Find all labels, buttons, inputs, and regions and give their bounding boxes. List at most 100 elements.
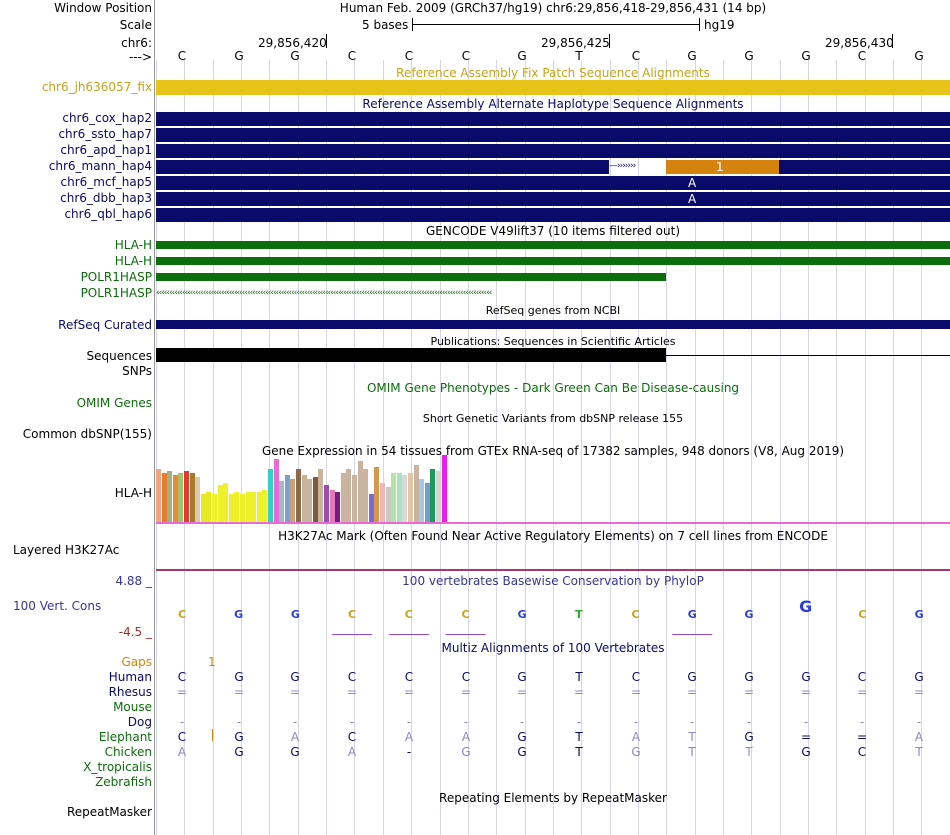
gtex-bar[interactable]: [307, 479, 312, 522]
gtex-bar[interactable]: [425, 483, 430, 522]
gtex-bar[interactable]: [397, 473, 402, 522]
alt-haplotype-label[interactable]: chr6_mann_hap4: [48, 159, 152, 173]
omim-label[interactable]: OMIM Genes: [76, 396, 152, 410]
gtex-bar[interactable]: [363, 469, 368, 522]
gtex-bar[interactable]: [251, 492, 256, 522]
dbsnp-label[interactable]: Common dbSNP(155): [22, 427, 152, 441]
alt-haplotype-bar[interactable]: [156, 112, 950, 126]
gtex-bar[interactable]: [335, 492, 340, 522]
gtex-bar[interactable]: [262, 490, 267, 522]
gtex-bar[interactable]: [229, 494, 234, 522]
phylop-label[interactable]: 100 Vert. Cons: [13, 599, 102, 613]
gencode-bar-1[interactable]: [156, 241, 950, 249]
multiz-species-label[interactable]: Rhesus: [108, 685, 152, 699]
alt-haplotype-bar[interactable]: [156, 144, 950, 158]
multiz-species-label[interactable]: Elephant: [98, 730, 152, 744]
gencode-bar-2[interactable]: [156, 257, 950, 265]
gtex-bar[interactable]: [408, 473, 413, 522]
publications-line[interactable]: [666, 355, 950, 356]
alt-haplotype-bar[interactable]: [156, 176, 950, 190]
gtex-bar[interactable]: [173, 475, 178, 522]
gtex-bar[interactable]: [436, 471, 441, 522]
alt-haplotype-label[interactable]: chr6_cox_hap2: [62, 111, 152, 125]
alt-haplotype-bar[interactable]: [156, 128, 950, 142]
gtex-bar[interactable]: [419, 479, 424, 522]
gtex-bar-chart[interactable]: [156, 455, 950, 522]
alt-haplotype-insertion-block[interactable]: [666, 160, 779, 174]
gtex-bar[interactable]: [391, 473, 396, 522]
fix-patch-label[interactable]: chr6_jh636057_fix: [41, 80, 152, 94]
gtex-bar[interactable]: [162, 473, 167, 522]
alt-haplotype-label[interactable]: chr6_ssto_hap7: [58, 127, 152, 141]
gencode-label-3[interactable]: POLR1HASP: [80, 270, 152, 284]
h3k27ac-label[interactable]: Layered H3K27Ac: [13, 543, 120, 557]
alt-haplotype-bar[interactable]: [156, 208, 950, 222]
multiz-species-label[interactable]: X_tropicalis: [83, 760, 152, 774]
gtex-bar[interactable]: [223, 483, 228, 522]
gencode-label-1[interactable]: HLA-H: [114, 238, 152, 252]
gtex-bar[interactable]: [184, 471, 189, 522]
publications-label[interactable]: Sequences: [86, 349, 152, 363]
gtex-bar[interactable]: [369, 494, 374, 522]
gtex-bar[interactable]: [274, 459, 279, 522]
alt-haplotype-bar[interactable]: [156, 160, 609, 174]
gtex-bar[interactable]: [324, 485, 329, 522]
gtex-bar[interactable]: [285, 475, 290, 522]
gtex-bar[interactable]: [380, 483, 385, 522]
multiz-species-label[interactable]: Zebrafish: [95, 775, 152, 789]
gtex-bar[interactable]: [234, 492, 239, 522]
gtex-bar[interactable]: [201, 494, 206, 522]
gtex-bar[interactable]: [206, 492, 211, 522]
gtex-bar[interactable]: [430, 469, 435, 522]
gtex-label[interactable]: HLA-H: [114, 486, 152, 500]
alt-haplotype-label[interactable]: chr6_mcf_hap5: [60, 175, 153, 189]
gtex-bar[interactable]: [352, 475, 357, 522]
gtex-bar[interactable]: [178, 473, 183, 522]
fix-patch-bar[interactable]: [156, 80, 950, 95]
gtex-bar[interactable]: [212, 494, 217, 522]
gtex-bar[interactable]: [240, 494, 245, 522]
gtex-bar[interactable]: [302, 475, 307, 522]
gtex-bar[interactable]: [167, 471, 172, 522]
gtex-bar[interactable]: [296, 469, 301, 522]
gencode-bar-3[interactable]: [156, 273, 666, 281]
gtex-bar[interactable]: [341, 473, 346, 522]
alt-haplotype-bar[interactable]: [156, 192, 950, 206]
gtex-bar[interactable]: [290, 479, 295, 522]
gencode-label-4[interactable]: POLR1HASP: [80, 286, 152, 300]
gtex-bar[interactable]: [442, 455, 447, 522]
gtex-bar[interactable]: [257, 492, 262, 522]
gtex-bar[interactable]: [330, 490, 335, 522]
refseq-label[interactable]: RefSeq Curated: [58, 318, 152, 332]
gencode-intron-4[interactable]: ‹‹‹‹‹‹‹‹‹‹‹‹‹‹‹‹‹‹‹‹‹‹‹‹‹‹‹‹‹‹‹‹‹‹‹‹‹‹‹‹…: [156, 288, 492, 298]
snps-label[interactable]: SNPs: [122, 364, 152, 378]
alt-haplotype-bar[interactable]: [779, 160, 950, 174]
gtex-bar[interactable]: [156, 469, 161, 522]
alt-haplotype-label[interactable]: chr6_qbl_hap6: [64, 207, 152, 221]
gencode-label-2[interactable]: HLA-H: [114, 254, 152, 268]
gtex-bar[interactable]: [402, 475, 407, 522]
repeatmasker-label[interactable]: RepeatMasker: [66, 805, 152, 819]
gtex-bar[interactable]: [218, 485, 223, 522]
gtex-bar[interactable]: [195, 477, 200, 522]
gtex-bar[interactable]: [386, 487, 391, 522]
gtex-bar[interactable]: [268, 469, 273, 522]
gtex-bar[interactable]: [358, 461, 363, 522]
publications-bar[interactable]: [156, 348, 666, 362]
gtex-bar[interactable]: [313, 477, 318, 522]
multiz-species-label[interactable]: Mouse: [113, 700, 152, 714]
multiz-species-label[interactable]: Dog: [127, 715, 152, 729]
gtex-bar[interactable]: [279, 481, 284, 522]
gtex-bar[interactable]: [318, 469, 323, 522]
refseq-bar[interactable]: [156, 320, 950, 329]
gtex-bar[interactable]: [346, 469, 351, 522]
multiz-species-label[interactable]: Chicken: [104, 745, 152, 759]
gtex-bar[interactable]: [190, 473, 195, 522]
gtex-bar[interactable]: [246, 492, 251, 522]
alt-haplotype-label[interactable]: chr6_apd_hap1: [60, 143, 152, 157]
gtex-bar[interactable]: [374, 467, 379, 522]
multiz-species-label[interactable]: Human: [108, 670, 152, 684]
h3k27ac-signal[interactable]: [156, 569, 950, 571]
gtex-bar[interactable]: [414, 465, 419, 522]
